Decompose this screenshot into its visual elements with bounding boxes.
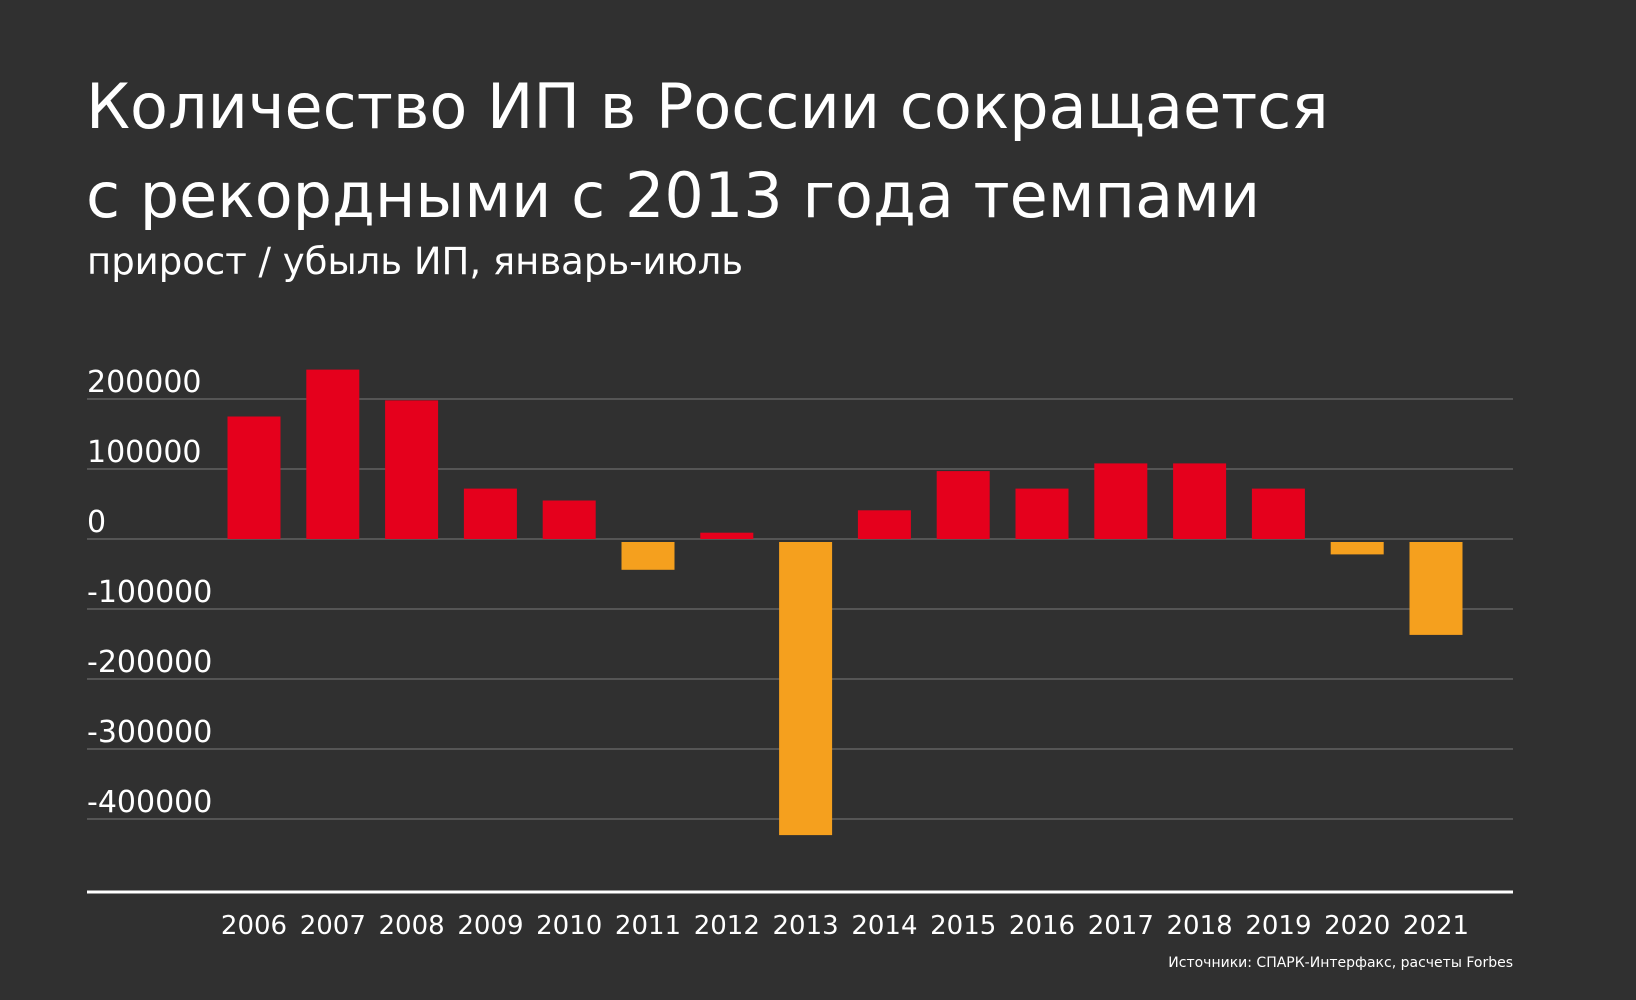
bar-2011 bbox=[621, 542, 675, 570]
y-tick-label: -300000 bbox=[87, 715, 212, 750]
bar-2010 bbox=[542, 500, 596, 539]
x-axis-tick-labels: 2006 2007 2008 2009 2010 2011 2012 2013 2014 2015… bbox=[221, 911, 1469, 941]
bars bbox=[227, 369, 1463, 836]
x-tick-label: 2010 bbox=[536, 911, 602, 941]
chart-title-line2: с рекордными с 2013 года темпами bbox=[86, 159, 1261, 232]
x-tick-label: 2008 bbox=[379, 911, 445, 941]
bar-2021 bbox=[1409, 542, 1463, 635]
bar-2007 bbox=[306, 369, 360, 539]
y-tick-label: -200000 bbox=[87, 645, 212, 680]
bar-2009 bbox=[463, 488, 517, 539]
x-tick-label: 2014 bbox=[851, 911, 917, 941]
x-tick-label: 2006 bbox=[221, 911, 287, 941]
x-tick-label: 2020 bbox=[1324, 911, 1390, 941]
bar-2014 bbox=[857, 510, 911, 539]
bar-2013 bbox=[779, 542, 833, 836]
x-tick-label: 2018 bbox=[1167, 911, 1233, 941]
bar-2015 bbox=[936, 471, 990, 539]
y-tick-label: 200000 bbox=[87, 365, 202, 400]
bar-2018 bbox=[1173, 463, 1227, 539]
bar-2020 bbox=[1330, 542, 1384, 555]
x-tick-label: 2016 bbox=[1009, 911, 1075, 941]
bar-2016 bbox=[1015, 488, 1069, 539]
y-tick-label: -100000 bbox=[87, 575, 212, 610]
x-tick-label: 2009 bbox=[457, 911, 523, 941]
bar-2012 bbox=[700, 532, 754, 539]
y-tick-label: 100000 bbox=[87, 435, 202, 470]
bar-2017 bbox=[1094, 463, 1148, 539]
bar-2006 bbox=[227, 416, 281, 539]
x-tick-label: 2007 bbox=[300, 911, 366, 941]
x-tick-label: 2019 bbox=[1245, 911, 1311, 941]
y-tick-label: -400000 bbox=[87, 785, 212, 820]
bar-2008 bbox=[385, 400, 439, 539]
x-tick-label: 2015 bbox=[930, 911, 996, 941]
x-tick-label: 2012 bbox=[694, 911, 760, 941]
x-tick-label: 2011 bbox=[615, 911, 681, 941]
y-axis-tick-labels: 200000 100000 0 -100000 -200000 -300000 -40000… bbox=[87, 365, 212, 820]
chart-subtitle: прирост / убыль ИП, январь-июль bbox=[87, 240, 744, 283]
x-tick-label: 2021 bbox=[1403, 911, 1469, 941]
bar-2019 bbox=[1251, 488, 1305, 539]
x-tick-label: 2013 bbox=[773, 911, 839, 941]
y-tick-label: 0 bbox=[87, 505, 106, 540]
x-tick-label: 2017 bbox=[1088, 911, 1154, 941]
chart-title-line1: Количество ИП в России сокращается bbox=[86, 70, 1329, 143]
chart-title: Количество ИП в России сокращается с рек… bbox=[86, 62, 1566, 240]
source-note: Источники: СПАРК-Интерфакс, расчеты Forb… bbox=[1168, 955, 1513, 971]
